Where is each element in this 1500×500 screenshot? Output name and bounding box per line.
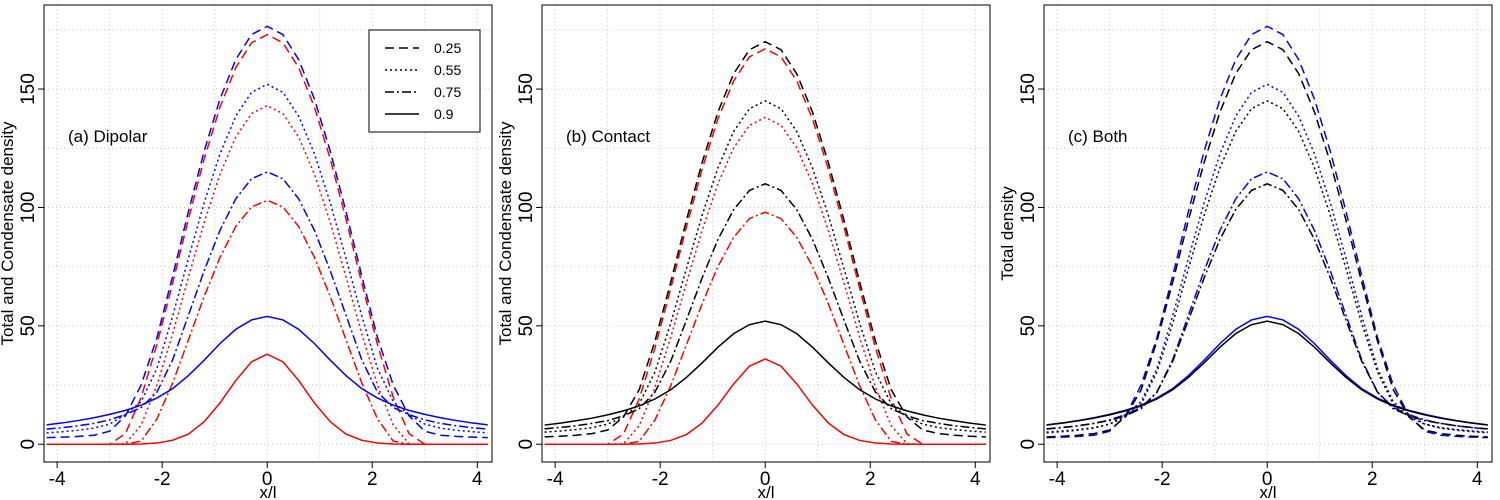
legend-box — [368, 29, 481, 133]
annotation: (c) Both — [1068, 127, 1128, 146]
series-line — [544, 358, 986, 445]
annotation: (b) Contact — [566, 127, 650, 146]
y-axis-title: Total and Condensate density — [496, 121, 515, 345]
panel: -4 -2 0 2 4 0 50 100 150 x/l Total and Condensate … — [0, 4, 493, 500]
series-line — [544, 47, 986, 445]
x-tick-label: -2 — [1154, 469, 1171, 490]
series-line — [1046, 171, 1488, 430]
y-tick-label: 0 — [1018, 439, 1039, 450]
series-line — [46, 33, 488, 445]
x-axis-title: x/l — [260, 483, 277, 500]
y-tick-label: 0 — [18, 439, 39, 450]
panel: -4 -2 0 2 4 0 50 100 150 x/l Total density (c) Both — [998, 4, 1493, 500]
series-line — [544, 182, 986, 430]
y-tick-label: 50 — [516, 315, 537, 336]
x-tick-label: 0 — [1262, 469, 1273, 490]
x-tick-label: 4 — [472, 469, 483, 490]
panel: -4 -2 0 2 4 0 50 100 150 x/l Total and Condensate … — [496, 4, 991, 500]
series-line — [46, 199, 488, 445]
y-tick-label: 0 — [516, 439, 537, 450]
x-axis-title: x/l — [1260, 483, 1277, 500]
x-tick-label: 2 — [865, 469, 876, 490]
series-line — [1046, 100, 1488, 433]
x-tick-label: 2 — [1367, 469, 1378, 490]
series-line — [1046, 182, 1488, 430]
y-tick-label: 50 — [18, 315, 39, 336]
x-tick-label: -4 — [1049, 469, 1066, 490]
series-line — [1046, 40, 1488, 438]
plot-lines — [544, 40, 986, 445]
series-line — [1046, 315, 1488, 426]
series-line — [46, 83, 488, 434]
series-line — [46, 353, 488, 445]
series-line — [544, 100, 986, 433]
x-tick-label: 2 — [367, 469, 378, 490]
y-tick-label: 150 — [1018, 73, 1039, 105]
x-tick-label: 0 — [760, 469, 771, 490]
series-line — [1046, 25, 1488, 439]
plot-frame — [43, 4, 493, 463]
x-tick-label: -4 — [49, 469, 66, 490]
y-tick-label: 150 — [516, 73, 537, 105]
y-axis-title: Total and Condensate density — [0, 121, 17, 345]
legend-label: 0.75 — [434, 84, 461, 100]
x-tick-label: -2 — [652, 469, 669, 490]
y-axis-title: Total density — [998, 186, 1017, 281]
x-tick-label: 4 — [970, 469, 981, 490]
x-tick-label: -2 — [154, 469, 171, 490]
y-tick-label: 100 — [18, 192, 39, 224]
series-line — [544, 40, 986, 438]
plot-frame — [541, 4, 991, 463]
plot-lines — [46, 25, 488, 445]
y-tick-label: 150 — [18, 73, 39, 105]
x-tick-label: -4 — [547, 469, 564, 490]
legend-label: 0.9 — [434, 106, 454, 122]
legend-label: 0.25 — [434, 40, 461, 56]
series-line — [46, 171, 488, 430]
legend: 0.25 0.55 0.75 0.9 — [368, 29, 481, 133]
y-tick-label: 100 — [516, 192, 537, 224]
plot-frame — [1043, 4, 1493, 463]
y-tick-label: 100 — [1018, 192, 1039, 224]
annotation: (a) Dipolar — [68, 127, 148, 146]
series-line — [544, 116, 986, 445]
series-line — [46, 25, 488, 439]
series-line — [1046, 320, 1488, 426]
x-tick-label: 0 — [262, 469, 273, 490]
plot-lines — [1046, 25, 1488, 439]
y-tick-label: 50 — [1018, 315, 1039, 336]
x-axis-title: x/l — [758, 483, 775, 500]
series-line — [544, 320, 986, 426]
series-line — [46, 315, 488, 426]
x-tick-label: 4 — [1472, 469, 1483, 490]
legend-label: 0.55 — [434, 62, 461, 78]
